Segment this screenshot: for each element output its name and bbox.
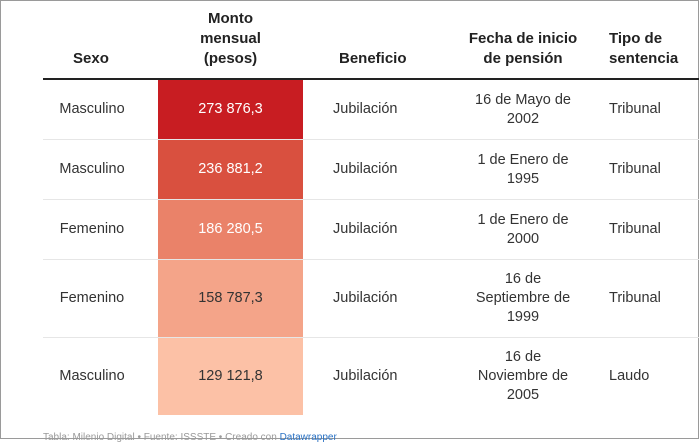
cell-beneficio: Jubilación bbox=[333, 221, 398, 237]
cell-sexo: Femenino bbox=[59, 221, 125, 237]
cell-monto-heat: 158 787,3 bbox=[158, 260, 303, 337]
table-row: Masculino 236 881,2 Jubilación 1 de Ener… bbox=[43, 140, 699, 200]
header-sexo[interactable]: Sexo bbox=[73, 50, 109, 67]
cell-sexo: Masculino bbox=[59, 368, 125, 384]
header-fecha[interactable]: Fecha de inicio de pensión bbox=[468, 30, 578, 67]
cell-beneficio: Jubilación bbox=[333, 290, 398, 306]
cell-tipo: Tribunal bbox=[609, 161, 661, 177]
cell-sexo: Masculino bbox=[59, 161, 125, 177]
cell-tipo: Tribunal bbox=[609, 290, 661, 306]
header-tipo[interactable]: Tipo de sentencia bbox=[609, 30, 679, 67]
cell-monto-heat: 236 881,2 bbox=[158, 140, 303, 199]
cell-fecha: 16 de Mayo de 2002 bbox=[475, 91, 571, 127]
table-header: Sexo Monto mensual (pesos) Beneficio Fec… bbox=[43, 0, 699, 80]
header-beneficio[interactable]: Beneficio bbox=[339, 50, 407, 67]
cell-monto-heat: 186 280,5 bbox=[158, 200, 303, 259]
cell-beneficio: Jubilación bbox=[333, 101, 398, 117]
table-row: Masculino 273 876,3 Jubilación 16 de May… bbox=[43, 80, 699, 140]
cell-beneficio: Jubilación bbox=[333, 368, 398, 384]
cell-fecha: 16 de Septiembre de 1999 bbox=[475, 271, 571, 325]
footer-datawrapper-link[interactable]: Datawrapper bbox=[279, 432, 337, 443]
cell-tipo: Laudo bbox=[609, 368, 650, 384]
cell-sexo: Femenino bbox=[59, 290, 125, 306]
cell-monto-heat: 273 876,3 bbox=[158, 80, 303, 139]
cell-beneficio: Jubilación bbox=[333, 161, 398, 177]
pension-table: Sexo Monto mensual (pesos) Beneficio Fec… bbox=[43, 0, 699, 415]
cell-fecha: 1 de Enero de 1995 bbox=[477, 151, 569, 187]
table-row: Femenino 186 280,5 Jubilación 1 de Enero… bbox=[43, 200, 699, 260]
table-footer: Tabla: Milenio Digital • Fuente: ISSSTE … bbox=[43, 432, 337, 443]
cell-sexo: Masculino bbox=[59, 101, 125, 117]
cell-monto-heat: 129 121,8 bbox=[158, 338, 303, 415]
cell-tipo: Tribunal bbox=[609, 221, 661, 237]
table-row: Masculino 129 121,8 Jubilación 16 de Nov… bbox=[43, 338, 699, 415]
cell-fecha: 1 de Enero de 2000 bbox=[477, 211, 569, 247]
header-monto[interactable]: Monto mensual (pesos) bbox=[200, 10, 261, 67]
cell-tipo: Tribunal bbox=[609, 101, 661, 117]
footer-credits: Tabla: Milenio Digital • Fuente: ISSSTE … bbox=[43, 432, 280, 443]
table-row: Femenino 158 787,3 Jubilación 16 de Sept… bbox=[43, 260, 699, 338]
cell-fecha: 16 de Noviembre de 2005 bbox=[477, 349, 569, 403]
